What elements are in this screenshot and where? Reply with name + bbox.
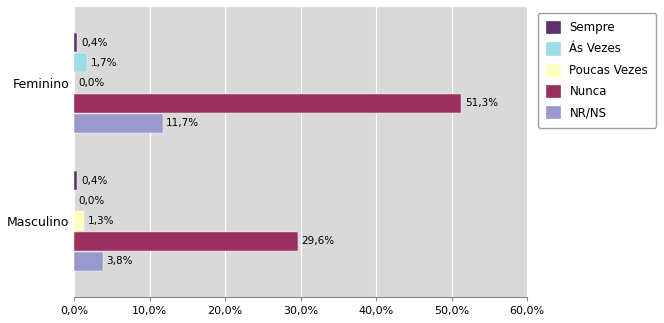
Text: 0,4%: 0,4% xyxy=(81,176,108,186)
Bar xyxy=(74,33,77,52)
Text: 51,3%: 51,3% xyxy=(465,98,499,108)
Text: 0,0%: 0,0% xyxy=(78,196,104,206)
Text: 0,0%: 0,0% xyxy=(78,78,104,88)
Bar xyxy=(74,252,103,271)
Legend: Sempre, Ás Vezes, Poucas Vezes, Nunca, NR/NS: Sempre, Ás Vezes, Poucas Vezes, Nunca, N… xyxy=(538,13,657,128)
Text: 0,4%: 0,4% xyxy=(81,37,108,47)
Text: 3,8%: 3,8% xyxy=(107,256,133,266)
Text: 1,3%: 1,3% xyxy=(88,216,114,226)
Bar xyxy=(74,114,163,133)
Bar xyxy=(74,212,84,231)
Bar xyxy=(74,94,461,113)
Bar xyxy=(74,171,77,190)
Text: 11,7%: 11,7% xyxy=(166,118,199,128)
Bar xyxy=(74,53,87,72)
Text: 29,6%: 29,6% xyxy=(301,236,335,246)
Bar xyxy=(74,232,297,251)
Text: 1,7%: 1,7% xyxy=(91,58,118,68)
